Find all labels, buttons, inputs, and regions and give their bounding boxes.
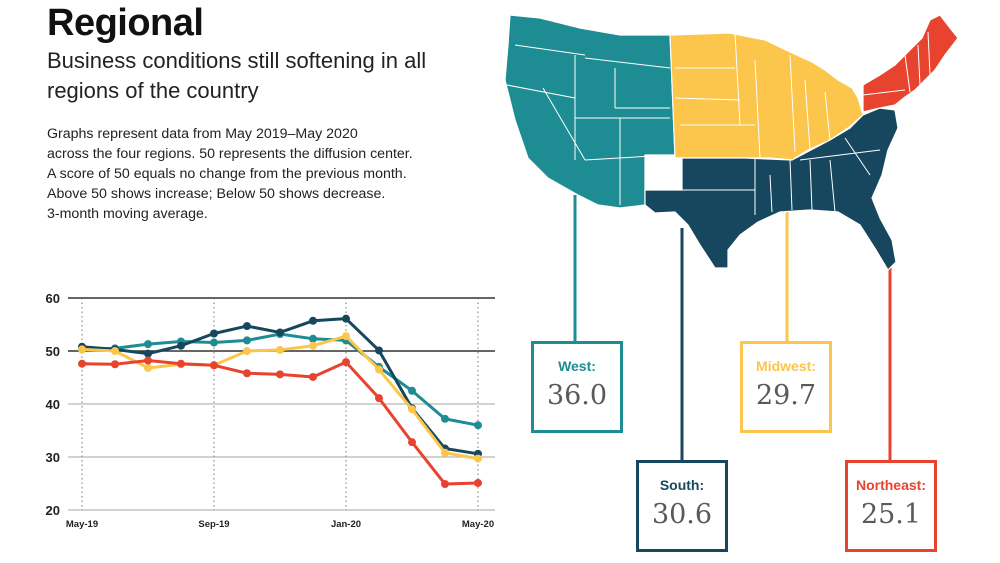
data-point-midwest — [474, 454, 482, 463]
data-point-west — [441, 414, 449, 423]
description-line: across the four regions. 50 represents t… — [47, 146, 413, 162]
data-point-northeast — [375, 394, 383, 403]
south-callout: South: 30.6 — [636, 460, 728, 552]
chart-description: Graphs represent data from May 2019–May … — [47, 124, 487, 224]
data-point-northeast — [441, 480, 449, 489]
data-point-midwest — [111, 347, 119, 355]
data-point-northeast — [111, 360, 119, 369]
northeast-label: Northeast: — [855, 477, 926, 493]
x-tick-label: Sep-19 — [198, 519, 229, 530]
page-title: Regional — [47, 2, 204, 44]
midwest-state-borders — [674, 32, 831, 159]
x-tick-label: May-20 — [462, 519, 494, 530]
data-point-midwest — [78, 345, 86, 354]
data-point-south — [375, 346, 383, 355]
y-tick-label: 60 — [46, 291, 60, 306]
data-point-south — [276, 328, 284, 337]
south-label: South: — [659, 477, 705, 493]
data-point-south — [342, 314, 350, 323]
data-point-northeast — [342, 358, 350, 367]
data-point-midwest — [441, 448, 449, 457]
midwest-callout: Midwest: 29.7 — [740, 341, 832, 433]
us-region-map — [504, 14, 959, 462]
data-point-midwest — [342, 332, 350, 341]
description-line: A score of 50 equals no change from the … — [47, 166, 407, 182]
midwest-label: Midwest: — [756, 358, 816, 374]
data-point-south — [144, 349, 152, 358]
data-point-midwest — [309, 341, 317, 350]
data-point-northeast — [276, 370, 284, 379]
west-callout: West: 36.0 — [531, 341, 623, 433]
data-point-northeast — [210, 361, 218, 370]
data-point-west — [210, 338, 218, 347]
data-point-west — [309, 334, 317, 343]
data-point-northeast — [177, 359, 185, 368]
data-point-west — [474, 421, 482, 430]
series-line-south — [81, 317, 479, 456]
description-line: Graphs represent data from May 2019–May … — [47, 126, 358, 142]
data-point-south — [177, 341, 185, 350]
x-tick-label: May-19 — [66, 519, 98, 530]
description-line: 3-month moving average. — [47, 206, 208, 222]
data-point-midwest — [408, 405, 416, 414]
series-line-northeast — [81, 359, 479, 486]
region-northeast — [862, 14, 959, 113]
data-point-west — [243, 336, 251, 345]
data-point-south — [210, 329, 218, 338]
page-subtitle: Business conditions still softening in a… — [47, 46, 467, 106]
data-point-midwest — [144, 363, 152, 372]
data-point-northeast — [474, 478, 482, 487]
subtitle-line: Business conditions still softening in a… — [47, 48, 427, 73]
data-point-west — [408, 386, 416, 395]
y-tick-label: 30 — [46, 450, 60, 465]
data-point-northeast — [243, 369, 251, 378]
data-point-south — [309, 316, 317, 325]
data-point-midwest — [276, 345, 284, 354]
data-point-northeast — [78, 359, 86, 368]
subtitle-line: regions of the country — [47, 78, 259, 103]
data-point-midwest — [375, 365, 383, 374]
west-state-borders — [506, 44, 671, 205]
data-point-northeast — [408, 438, 416, 447]
south-value: 30.6 — [651, 499, 713, 530]
northeast-callout: Northeast: 25.1 — [845, 460, 937, 552]
northeast-value: 25.1 — [860, 499, 922, 530]
west-value: 36.0 — [546, 380, 608, 411]
y-tick-label: 50 — [46, 344, 60, 359]
west-label: West: — [558, 358, 596, 374]
northeast-state-borders — [862, 31, 931, 96]
data-point-midwest — [243, 347, 251, 355]
x-tick-label: Jan-20 — [331, 519, 361, 530]
midwest-value: 29.7 — [755, 380, 817, 411]
data-point-northeast — [309, 372, 317, 381]
line-chart: 20 30 40 50 60 May-19 Sep-19 Jan-20 May-20 — [46, 291, 495, 530]
data-point-west — [144, 340, 152, 349]
region-south — [644, 107, 899, 271]
region-west — [504, 14, 676, 209]
description-line: Above 50 shows increase; Below 50 shows … — [47, 186, 386, 202]
y-tick-label: 20 — [46, 503, 60, 518]
data-point-northeast — [144, 356, 152, 365]
data-point-south — [243, 322, 251, 331]
y-tick-label: 40 — [46, 397, 60, 412]
south-state-borders — [682, 137, 881, 215]
